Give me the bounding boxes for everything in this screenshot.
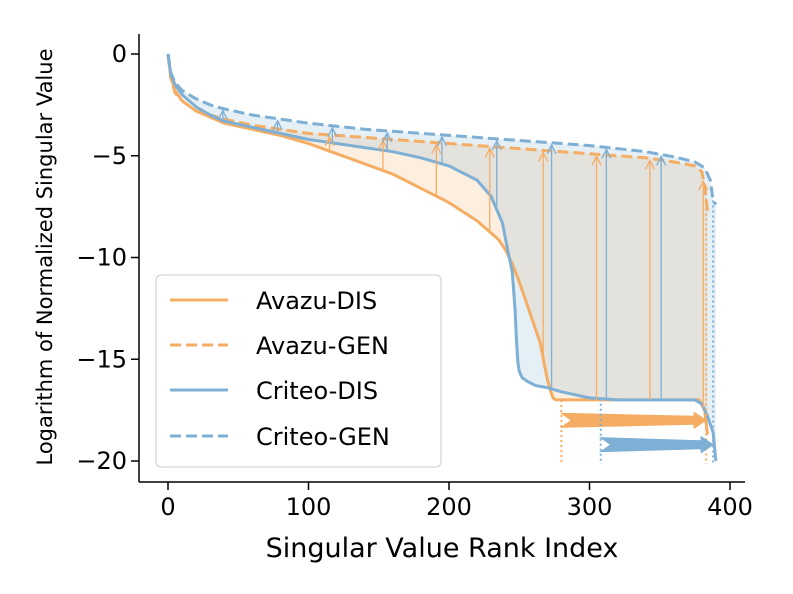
criteo-gain-arrow-head: [272, 119, 283, 131]
y-tick-label: −20: [76, 447, 127, 475]
avazu-gain-arrow-head: [484, 147, 495, 158]
y-tick-label: 0: [112, 40, 127, 68]
y-tick-label: −5: [92, 142, 127, 170]
gain-arrows: [217, 109, 709, 408]
rank-shift-annotations: [559, 198, 715, 465]
series-lines: [166, 53, 718, 462]
x-tick-label: 100: [286, 493, 332, 521]
fill-regions: [168, 54, 716, 461]
x-tick-label: 0: [160, 493, 175, 521]
avazu-gain-arrow-head: [591, 154, 602, 166]
y-axis-title: Logarithm of Normalized Singular Value: [33, 49, 57, 466]
criteo-gain-arrow-head: [436, 135, 448, 147]
criteo-gain-arrow-head: [327, 126, 338, 138]
criteo-gain-arrow-head: [217, 109, 228, 120]
series-line-criteo-dis: [166, 53, 718, 462]
avazu-gain-arrow-head: [644, 158, 655, 170]
criteo-gain-arrow-head: [491, 139, 502, 151]
criteo-gain-arrow-head: [601, 147, 612, 159]
x-tick-label: 400: [707, 493, 753, 521]
y-tick-label: −15: [76, 345, 127, 373]
criteo-gain-arrow-head: [546, 143, 557, 155]
criteo-rank-shift-arrow: [599, 435, 715, 454]
x-tick-label: 200: [426, 493, 472, 521]
legend-label-avazu-gen: Avazu-GEN: [256, 332, 389, 360]
criteo-gain-arrow-head: [382, 131, 393, 143]
avazu-rank-shift-arrow: [559, 411, 708, 430]
legend: Avazu-DIS Avazu-GEN Criteo-DIS Criteo-GE…: [155, 274, 442, 468]
legend-label-criteo-gen: Criteo-GEN: [256, 423, 390, 451]
avazu-gain-arrow-head: [431, 143, 442, 154]
criteo-gap-fill: [168, 54, 716, 461]
avazu-gap-fill: [168, 54, 708, 435]
ticks: 0 100 200 300 400 0 −5 −10 −15 −20: [76, 40, 753, 521]
legend-label-avazu-dis: Avazu-DIS: [256, 287, 377, 315]
avazu-gain-arrow-head: [698, 179, 709, 191]
x-axis-title: Singular Value Rank Index: [266, 533, 619, 564]
series-line-avazu-gen: [166, 53, 709, 211]
legend-label-criteo-dis: Criteo-DIS: [256, 377, 378, 405]
y-tick-label: −10: [76, 244, 127, 272]
x-tick-label: 300: [567, 493, 613, 521]
criteo-gain-arrow-head: [656, 155, 667, 166]
series-line-criteo-gen: [166, 53, 718, 206]
legend-box: [155, 274, 442, 468]
avazu-gain-arrow-head: [538, 150, 549, 162]
